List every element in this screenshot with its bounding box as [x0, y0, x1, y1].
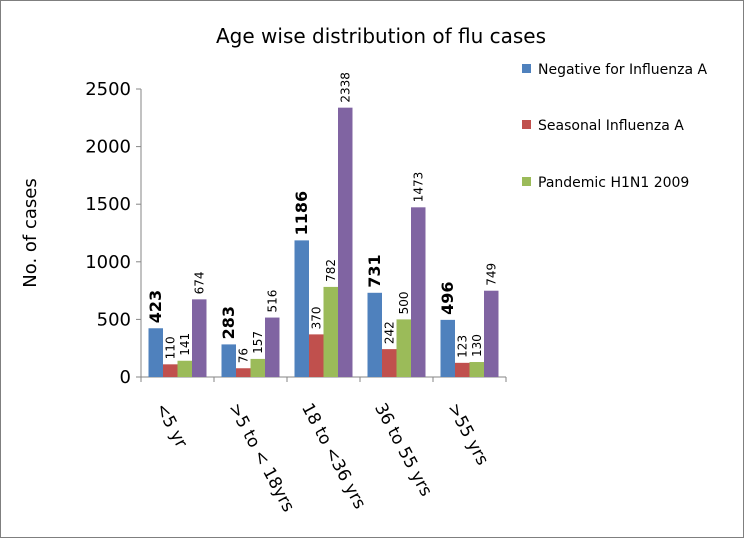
bar [484, 290, 499, 377]
bar [250, 358, 265, 377]
y-tick-label: 2000 [85, 137, 131, 158]
bar [455, 362, 470, 377]
data-label: 500 [397, 291, 411, 314]
bar [323, 286, 338, 377]
y-tick-label: 2500 [85, 79, 131, 100]
y-tick-label: 1000 [85, 252, 131, 273]
data-label: 674 [192, 271, 206, 294]
bar [469, 362, 484, 377]
data-label: 782 [324, 259, 338, 282]
bar [367, 292, 382, 377]
legend-label: Negative for Influenza A [538, 62, 708, 78]
bar [265, 317, 280, 377]
data-label: 749 [484, 263, 498, 286]
data-label: 283 [219, 306, 238, 339]
data-label: 496 [438, 281, 457, 314]
bar [338, 107, 353, 377]
bar [163, 364, 178, 377]
legend-swatch [522, 64, 531, 73]
y-tick-label: 1500 [85, 194, 131, 215]
legend: Negative for Influenza A Seasonal Influen… [522, 62, 708, 191]
bar [177, 360, 192, 377]
data-label: 731 [365, 254, 384, 287]
y-tick-label: 500 [97, 309, 131, 330]
data-label: 157 [251, 331, 265, 354]
data-label: 110 [163, 336, 177, 359]
legend-label: Pandemic H1N1 2009 [538, 175, 689, 191]
legend-swatch [522, 120, 531, 129]
bar [294, 240, 309, 377]
y-axis-label: No. of cases [20, 178, 41, 287]
x-tick-label: 18 to <36 yrs [297, 400, 370, 513]
data-label: 242 [382, 321, 396, 344]
bar [148, 328, 163, 377]
bar [309, 334, 324, 377]
bar [396, 319, 411, 377]
bar [440, 319, 455, 377]
plot-area: 0 500 1000 1500 2000 2500 423 110 141 674 <5 yr 283… [85, 72, 507, 516]
chart-title: Age wise distribution of flu cases [216, 24, 546, 48]
data-label: 123 [455, 335, 469, 358]
data-label: 1473 [411, 172, 425, 203]
data-label: 423 [146, 290, 165, 323]
bar [192, 299, 207, 377]
bar [221, 344, 236, 377]
data-label: 1186 [292, 191, 311, 236]
data-label: 141 [178, 333, 192, 356]
data-label: 516 [265, 290, 279, 313]
data-label: 2338 [338, 72, 352, 103]
x-tick-label: >55 yrs [443, 400, 492, 469]
x-tick-label: >5 to < 18yrs [224, 400, 298, 516]
legend-swatch [522, 177, 531, 186]
bar [382, 349, 397, 377]
data-label: 130 [470, 334, 484, 357]
data-label: 76 [236, 348, 250, 363]
data-label: 370 [309, 306, 323, 329]
bar [411, 207, 426, 377]
bar [236, 368, 251, 377]
x-tick-label: <5 yr [151, 400, 191, 451]
legend-label: Seasonal Influenza A [538, 118, 684, 134]
x-tick-label: 36 to 55 yrs [370, 400, 436, 500]
y-tick-label: 0 [120, 367, 131, 388]
